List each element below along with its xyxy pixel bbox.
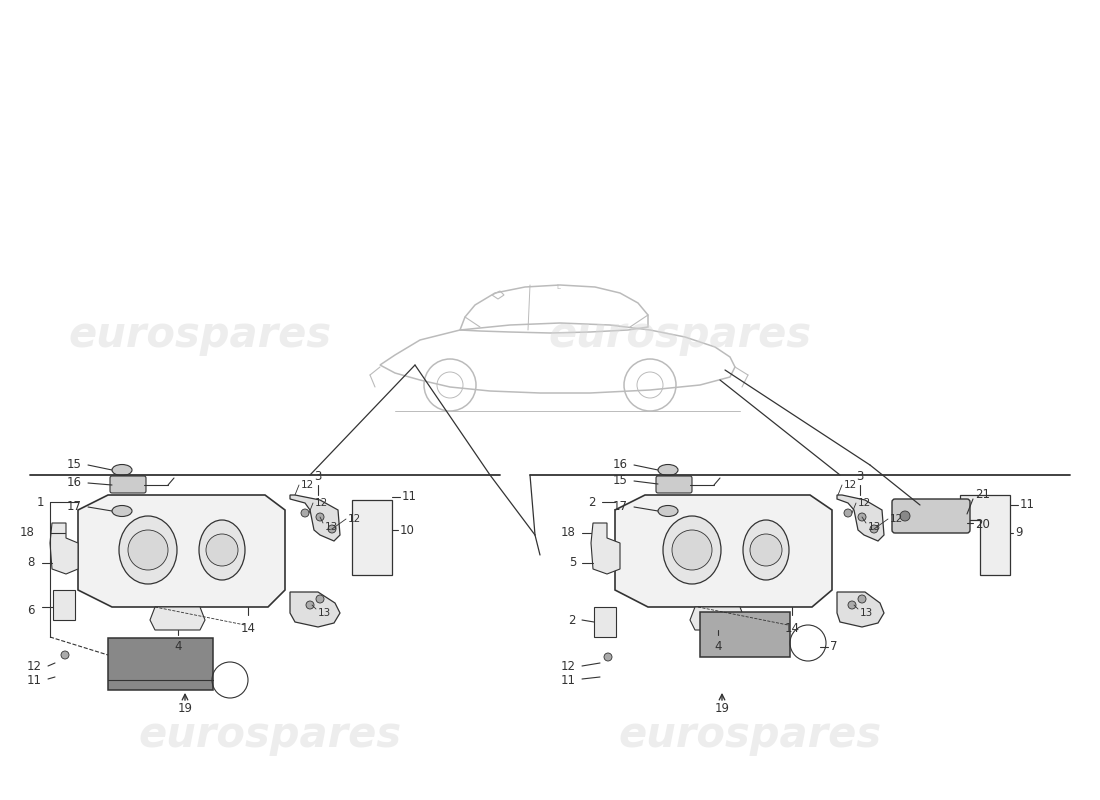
Text: 2: 2 [588,495,596,509]
Text: 12: 12 [348,514,361,524]
Text: 1: 1 [36,495,44,509]
Ellipse shape [199,520,245,580]
Text: 13: 13 [860,608,873,618]
Text: 21: 21 [975,489,990,502]
Circle shape [858,595,866,603]
Text: 18: 18 [20,526,35,539]
Text: 11: 11 [402,490,417,503]
Ellipse shape [112,465,132,475]
FancyBboxPatch shape [110,476,146,493]
Circle shape [60,651,69,659]
Text: 19: 19 [177,702,192,715]
Circle shape [858,513,866,521]
Text: eurospares: eurospares [618,714,881,756]
Text: 18: 18 [561,526,576,539]
Circle shape [750,534,782,566]
Text: 8: 8 [28,557,35,570]
Circle shape [328,525,336,533]
Bar [594,607,616,637]
Text: 12: 12 [561,661,576,674]
Circle shape [900,511,910,521]
Circle shape [301,509,309,517]
Text: 10: 10 [400,523,415,537]
Ellipse shape [663,516,720,584]
Text: 15: 15 [67,458,82,471]
Text: 7: 7 [830,641,837,654]
Text: 12: 12 [858,498,871,508]
Text: eurospares: eurospares [549,314,812,356]
Bar [53,590,75,620]
Text: 12: 12 [301,480,315,490]
Circle shape [316,595,324,603]
Text: 19: 19 [715,702,729,715]
Text: 20: 20 [975,518,990,531]
Text: 11: 11 [28,674,42,686]
Ellipse shape [658,465,678,475]
Polygon shape [837,495,884,541]
Text: 16: 16 [67,477,82,490]
Circle shape [604,653,612,661]
Text: 12: 12 [28,661,42,674]
Circle shape [206,534,238,566]
Polygon shape [290,592,340,627]
Text: 4: 4 [714,640,722,653]
Polygon shape [960,495,1010,575]
Text: 12: 12 [315,498,328,508]
Text: 17: 17 [613,501,628,514]
Text: 5: 5 [569,557,576,570]
Ellipse shape [658,506,678,517]
Polygon shape [150,607,205,630]
Text: 13: 13 [868,522,881,532]
Ellipse shape [112,506,132,517]
Text: 2: 2 [569,614,576,626]
Bar [108,638,213,690]
Circle shape [848,601,856,609]
Polygon shape [690,607,745,630]
Text: 15: 15 [613,474,628,487]
FancyBboxPatch shape [656,476,692,493]
Text: eurospares: eurospares [68,314,331,356]
Circle shape [672,530,712,570]
Circle shape [870,525,878,533]
Polygon shape [290,495,340,541]
Text: 3: 3 [315,470,321,483]
Text: L: L [557,284,560,290]
Text: 11: 11 [561,674,576,686]
Circle shape [306,601,313,609]
Polygon shape [78,495,285,607]
Text: 14: 14 [784,622,800,635]
Text: 4: 4 [174,640,182,653]
Polygon shape [50,523,78,574]
Circle shape [844,509,852,517]
Text: 12: 12 [844,480,857,490]
Circle shape [316,513,324,521]
Bar [352,500,392,575]
Text: 17: 17 [67,501,82,514]
Text: 13: 13 [324,522,339,532]
Polygon shape [837,592,884,627]
Ellipse shape [119,516,177,584]
Text: 11: 11 [1020,498,1035,511]
Text: 3: 3 [856,470,864,483]
Bar [700,612,790,657]
Polygon shape [615,495,832,607]
Text: 16: 16 [613,458,628,471]
FancyBboxPatch shape [892,499,970,533]
Text: 9: 9 [1015,526,1023,539]
Text: 13: 13 [318,608,331,618]
Text: 6: 6 [28,603,35,617]
Polygon shape [591,523,620,574]
Ellipse shape [742,520,789,580]
Circle shape [128,530,168,570]
Text: 12: 12 [890,514,903,524]
Text: eurospares: eurospares [139,714,402,756]
Text: 14: 14 [241,622,255,635]
